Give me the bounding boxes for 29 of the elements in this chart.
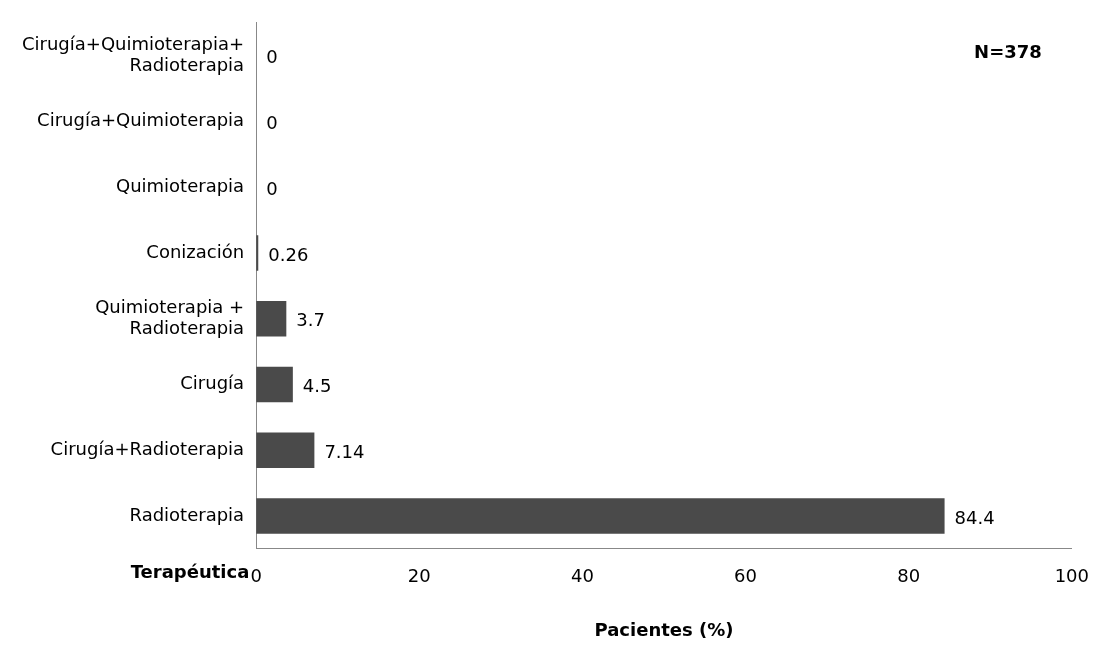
y-tick-label: Cirugía+Radioterapia <box>50 437 245 459</box>
x-axis-title: Pacientes (%) <box>594 618 734 640</box>
y-tick-label: Radioterapia <box>129 503 245 525</box>
data-label: 0.26 <box>268 243 309 265</box>
x-tick-label: 0 <box>250 565 262 587</box>
x-tick-label: 100 <box>1054 565 1089 587</box>
x-tick-label: 20 <box>407 565 431 587</box>
data-label: 0 <box>266 177 278 199</box>
bar <box>256 300 287 337</box>
bar <box>256 498 945 534</box>
y-tick-label: Quimioterapia + Radioterapia <box>95 295 245 339</box>
bar <box>256 366 293 403</box>
y-tick-label: Cirugía+Quimioterapia+ Radioterapia <box>21 32 245 76</box>
data-label: 4.5 <box>302 375 332 397</box>
y-tick-label: Quimioterapia <box>115 174 245 196</box>
y-tick-label: Cirugía+Quimioterapia <box>37 109 245 131</box>
y-tick-label: Conización <box>146 240 245 262</box>
data-label: 7.14 <box>324 440 365 462</box>
annotation: N=378 <box>974 41 1042 63</box>
x-tick-label: 40 <box>570 565 594 587</box>
data-label: 0 <box>266 112 278 134</box>
data-label: 0 <box>266 46 278 68</box>
y-tick-label: Cirugía <box>180 372 245 394</box>
data-label: 3.7 <box>296 309 325 331</box>
x-tick-label: 80 <box>897 565 921 587</box>
x-tick-label: 60 <box>734 565 757 587</box>
y-axis-title: Terapéutica <box>130 561 250 583</box>
data-label: 84.4 <box>954 506 995 528</box>
bar <box>256 432 315 468</box>
